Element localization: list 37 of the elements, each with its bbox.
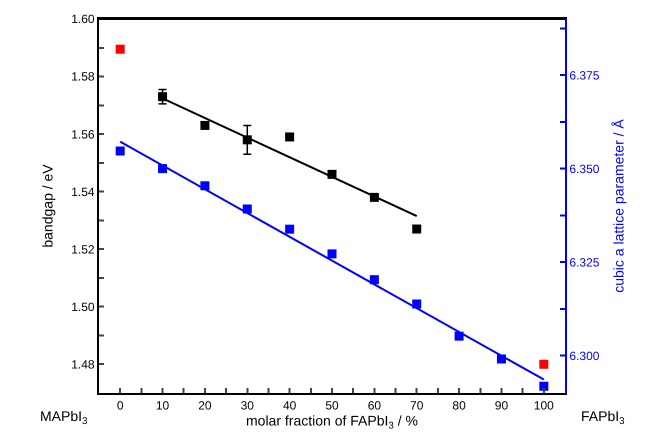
point xyxy=(116,44,125,54)
x-tick-label: 80 xyxy=(452,398,466,412)
y-axis-title: bandgap / eV xyxy=(39,164,56,248)
text: MAPbI$_{3}$ xyxy=(40,408,88,427)
y-tick-label: 1.52 xyxy=(71,242,95,256)
y-tick-label: 1.60 xyxy=(71,12,95,26)
x-tick-label: 70 xyxy=(410,398,424,412)
y-tick-label: 1.50 xyxy=(71,300,95,314)
point xyxy=(539,382,548,391)
point xyxy=(285,132,294,142)
text: FAPbI$_{3}$ xyxy=(581,408,626,427)
x-tick-label: 90 xyxy=(494,398,508,412)
x-tick-label: 10 xyxy=(156,398,170,412)
point xyxy=(412,224,422,234)
x-tick-label: 100 xyxy=(534,398,554,412)
y2-tick-label: 6.300 xyxy=(569,348,600,363)
x-tick-label: 60 xyxy=(368,398,382,412)
x-axis-title: molar fraction of FAPbI$_{3}$ / % xyxy=(246,412,418,432)
y-tick-label: 1.48 xyxy=(71,357,95,372)
y2-tick-label: 6.350 xyxy=(569,162,600,176)
x-tick-label: 40 xyxy=(282,398,297,412)
x-tick-label: 50 xyxy=(325,398,339,412)
x-tick-label: 20 xyxy=(198,398,212,412)
x-tick-label: 0 xyxy=(116,398,124,412)
point xyxy=(370,275,379,284)
y2-tick-label: 6.325 xyxy=(569,255,600,270)
x-tick-label: 30 xyxy=(240,398,254,412)
point xyxy=(116,146,125,156)
point xyxy=(200,120,210,130)
y-tick-label: 1.54 xyxy=(71,184,95,199)
y-tick-label: 1.56 xyxy=(71,127,95,142)
point xyxy=(285,224,294,234)
y2-axis-title: cubic a lattice parameter / Å xyxy=(610,118,627,293)
y2-tick-label: 6.375 xyxy=(569,68,600,82)
y-tick-label: 1.58 xyxy=(71,70,95,84)
point xyxy=(539,360,548,369)
point xyxy=(328,249,336,258)
